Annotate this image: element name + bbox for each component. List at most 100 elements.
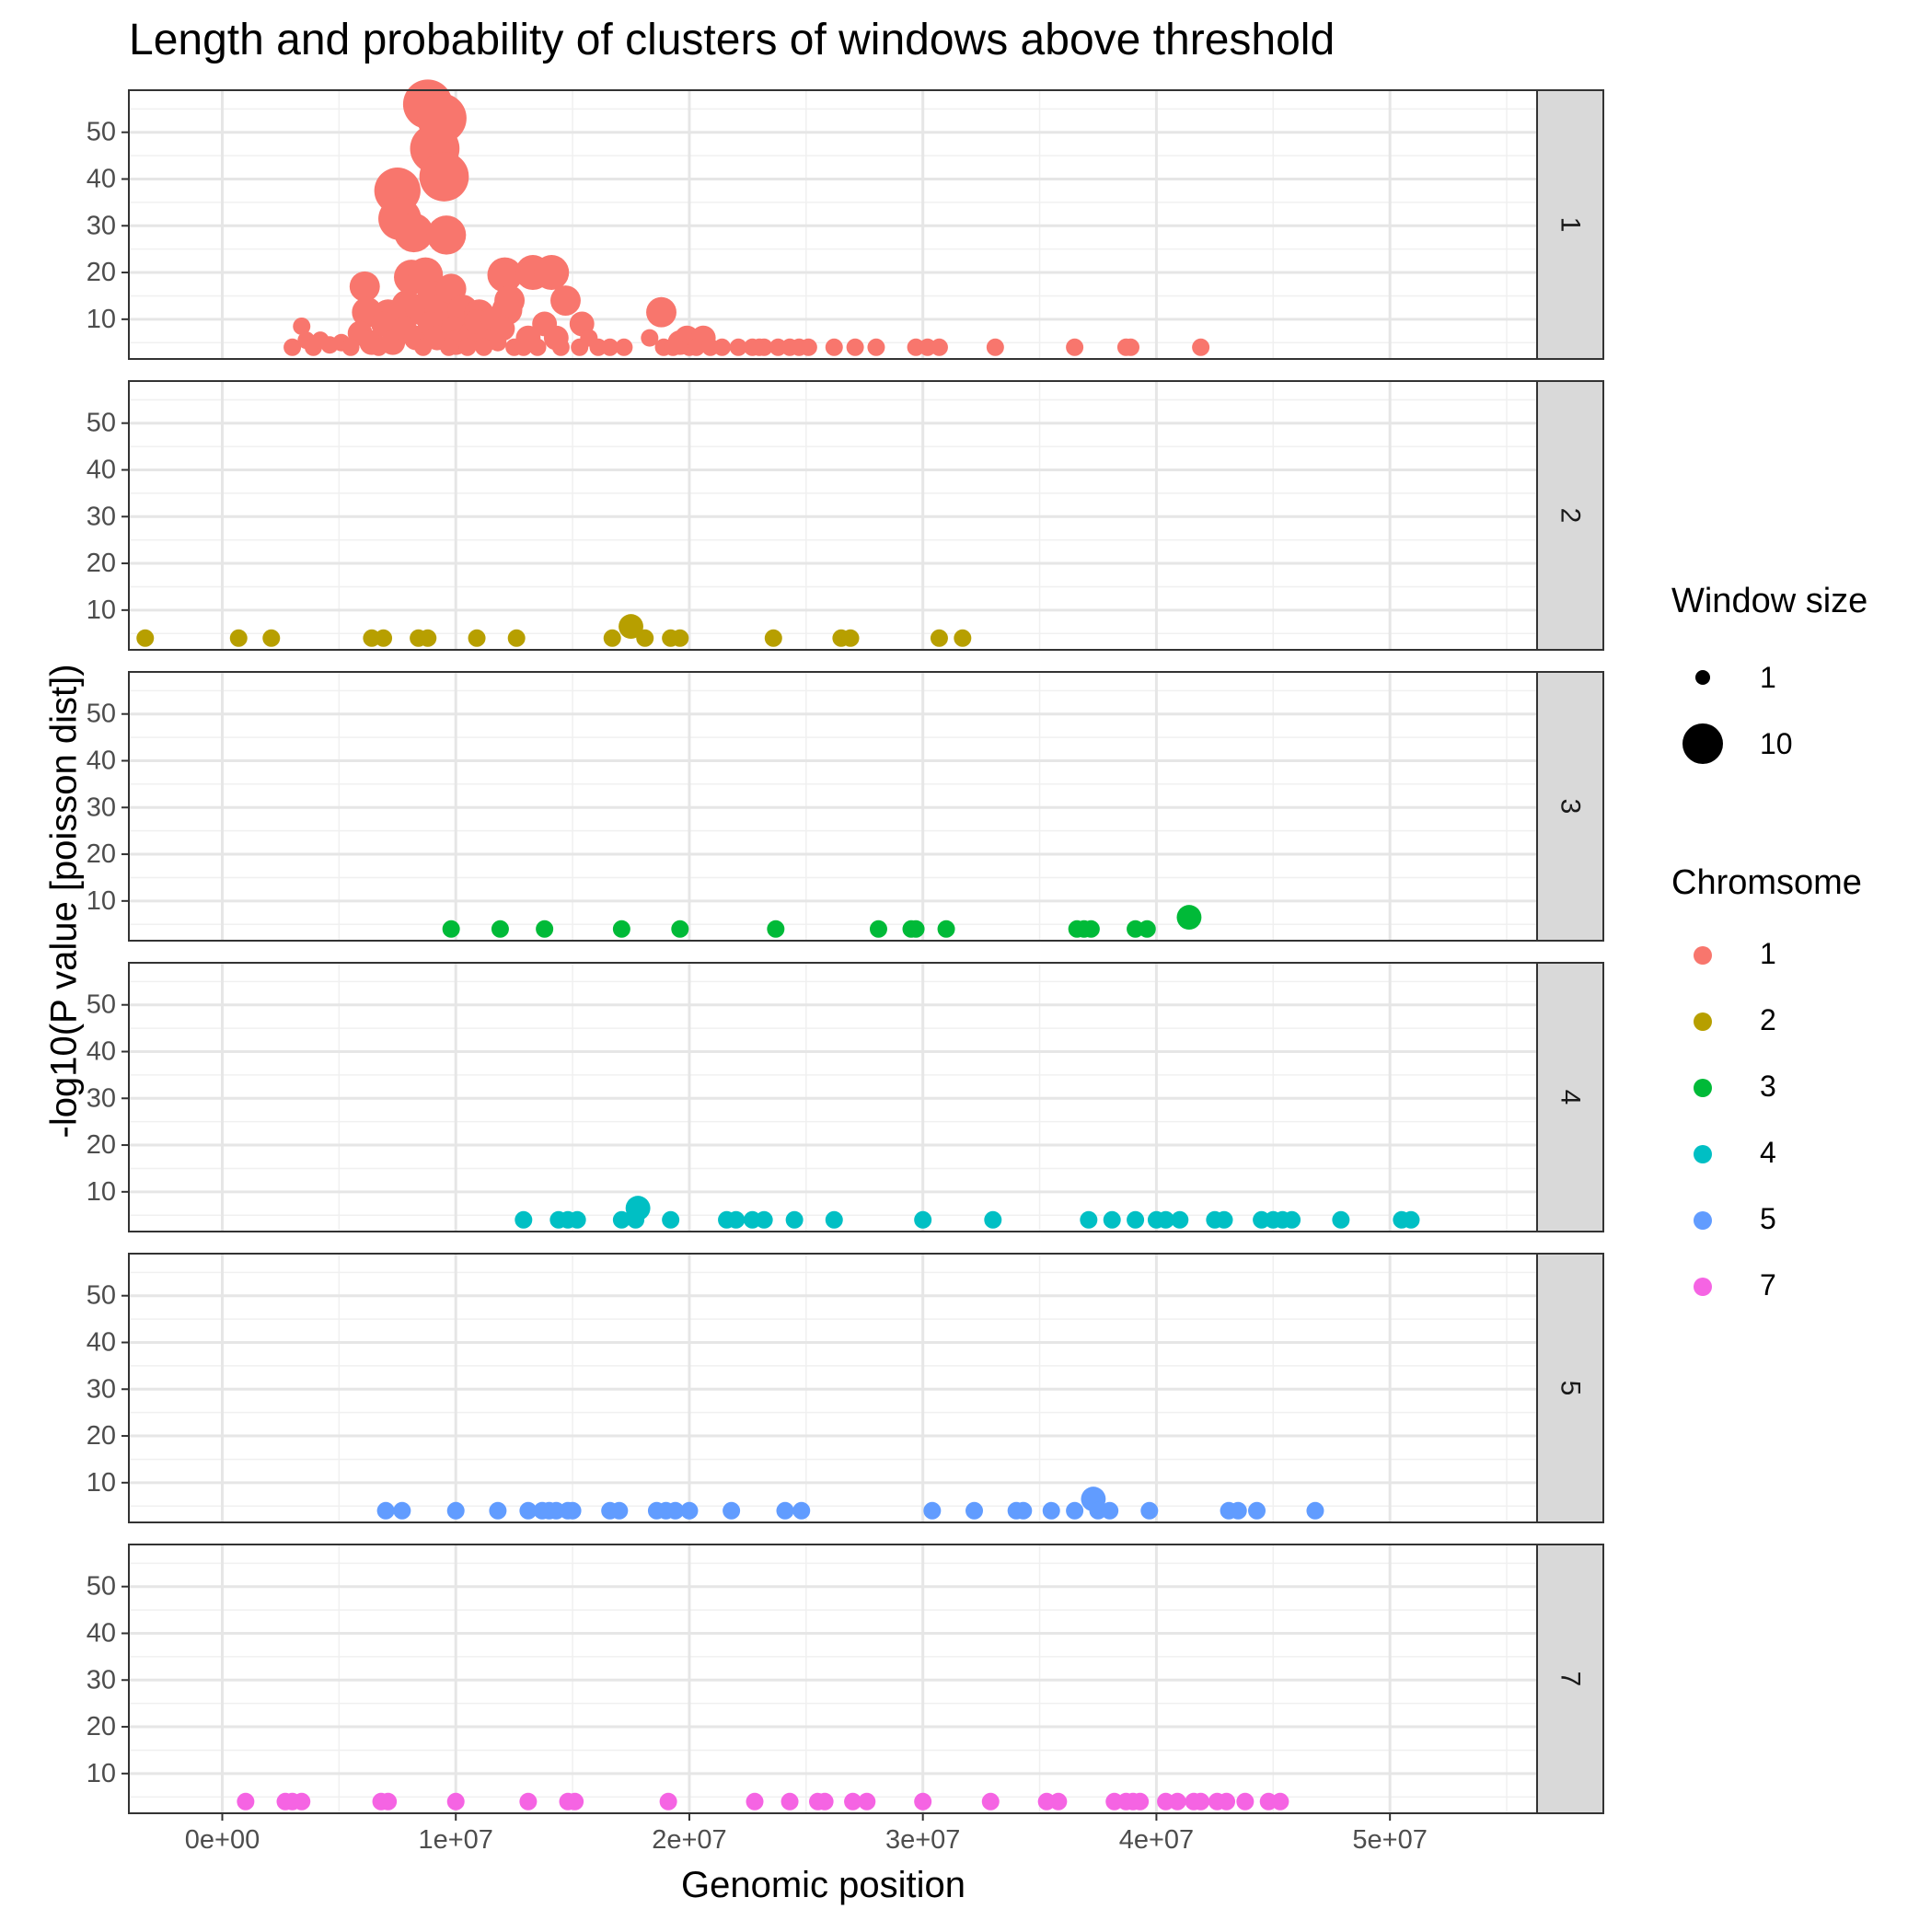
data-point bbox=[568, 1210, 586, 1229]
x-tick-label: 2e+07 bbox=[652, 1825, 726, 1855]
data-point bbox=[1103, 1210, 1121, 1229]
data-point bbox=[688, 338, 706, 356]
data-point bbox=[1236, 1792, 1255, 1811]
data-point bbox=[1014, 1501, 1033, 1520]
data-point bbox=[907, 920, 925, 938]
data-point bbox=[1215, 1210, 1233, 1229]
legend-color-label: 4 bbox=[1760, 1136, 1776, 1169]
data-point bbox=[1168, 1792, 1186, 1811]
y-tick-label: 40 bbox=[87, 455, 116, 484]
data-point bbox=[869, 920, 887, 938]
data-point bbox=[671, 920, 689, 938]
data-point bbox=[1157, 1210, 1175, 1229]
data-point bbox=[417, 93, 467, 144]
data-point bbox=[627, 1210, 645, 1229]
data-point bbox=[468, 629, 486, 647]
data-point bbox=[619, 614, 643, 640]
data-point bbox=[1332, 1210, 1350, 1229]
data-point bbox=[519, 1501, 538, 1520]
data-point bbox=[723, 1501, 741, 1520]
data-point bbox=[419, 152, 469, 202]
y-tick-label: 10 bbox=[87, 1468, 116, 1498]
data-point bbox=[446, 1501, 465, 1520]
facet-strip bbox=[1536, 1544, 1604, 1814]
data-point bbox=[986, 338, 1004, 356]
data-point bbox=[419, 629, 437, 647]
data-point bbox=[489, 333, 507, 352]
data-point bbox=[458, 338, 477, 356]
data-point bbox=[785, 1210, 804, 1229]
data-point bbox=[767, 920, 785, 938]
facet-strip bbox=[1536, 380, 1604, 651]
legend-color-key bbox=[1694, 1145, 1712, 1163]
y-tick-label: 50 bbox=[87, 1281, 116, 1311]
data-point bbox=[981, 1792, 1000, 1811]
chart-title: Length and probability of clusters of wi… bbox=[129, 16, 1336, 64]
legend-color-key bbox=[1694, 1278, 1712, 1296]
data-point bbox=[1042, 1501, 1060, 1520]
data-point bbox=[776, 1501, 794, 1520]
data-point bbox=[615, 338, 633, 356]
legend-color-title: Chromsome bbox=[1671, 863, 1862, 902]
data-point bbox=[446, 1792, 465, 1811]
data-point bbox=[815, 1792, 834, 1811]
data-point bbox=[1271, 1792, 1289, 1811]
data-point bbox=[536, 920, 554, 938]
y-tick-label: 30 bbox=[87, 1665, 116, 1695]
data-point bbox=[755, 338, 773, 356]
data-point bbox=[376, 1501, 395, 1520]
data-point bbox=[515, 1210, 533, 1229]
legend-color-label: 1 bbox=[1760, 937, 1776, 970]
legend-color-key bbox=[1694, 1079, 1712, 1097]
data-point bbox=[1229, 1501, 1247, 1520]
data-point bbox=[954, 629, 972, 647]
data-point bbox=[930, 629, 948, 647]
data-point bbox=[603, 629, 621, 647]
y-tick-label: 20 bbox=[87, 549, 116, 578]
data-point bbox=[136, 629, 155, 647]
y-tick-label: 20 bbox=[87, 839, 116, 869]
data-point bbox=[475, 338, 493, 356]
y-tick-label: 30 bbox=[87, 502, 116, 531]
data-point bbox=[680, 1501, 699, 1520]
facet-strip bbox=[1536, 671, 1604, 942]
y-tick-label: 50 bbox=[87, 700, 116, 729]
legend-size-label-1: 1 bbox=[1760, 661, 1776, 694]
x-tick-label: 3e+07 bbox=[885, 1825, 960, 1855]
data-point bbox=[349, 271, 380, 302]
data-point bbox=[825, 338, 843, 356]
legend-color-key bbox=[1694, 1012, 1712, 1031]
data-point bbox=[764, 629, 782, 647]
y-tick-label: 10 bbox=[87, 1759, 116, 1788]
facet-strip bbox=[1536, 962, 1604, 1232]
data-point bbox=[341, 338, 360, 356]
data-point bbox=[937, 920, 955, 938]
data-point bbox=[1131, 1792, 1150, 1811]
y-tick-label: 50 bbox=[87, 1572, 116, 1602]
data-point bbox=[1066, 338, 1084, 356]
data-point bbox=[491, 920, 509, 938]
data-point bbox=[494, 285, 526, 316]
data-point bbox=[846, 338, 864, 356]
data-point bbox=[930, 338, 948, 356]
data-point bbox=[780, 1792, 799, 1811]
data-point bbox=[966, 1501, 984, 1520]
y-tick-label: 10 bbox=[87, 886, 116, 916]
data-point bbox=[729, 338, 747, 356]
facet-strip-label: 4 bbox=[1555, 1090, 1586, 1105]
y-tick-label: 30 bbox=[87, 1374, 116, 1404]
facet-strip bbox=[1536, 1253, 1604, 1523]
data-point bbox=[659, 1792, 677, 1811]
data-point bbox=[1080, 1210, 1098, 1229]
data-point bbox=[1171, 1210, 1189, 1229]
data-point bbox=[1192, 1792, 1210, 1811]
facet-strip-label: 3 bbox=[1555, 799, 1586, 815]
data-point bbox=[610, 1501, 629, 1520]
facet-strip-label: 5 bbox=[1555, 1381, 1586, 1396]
x-axis-title: Genomic position bbox=[681, 1865, 966, 1905]
y-tick-label: 50 bbox=[87, 409, 116, 438]
y-tick-label: 10 bbox=[87, 305, 116, 334]
data-point bbox=[755, 1210, 773, 1229]
data-point bbox=[1176, 905, 1202, 931]
data-point bbox=[799, 338, 817, 356]
